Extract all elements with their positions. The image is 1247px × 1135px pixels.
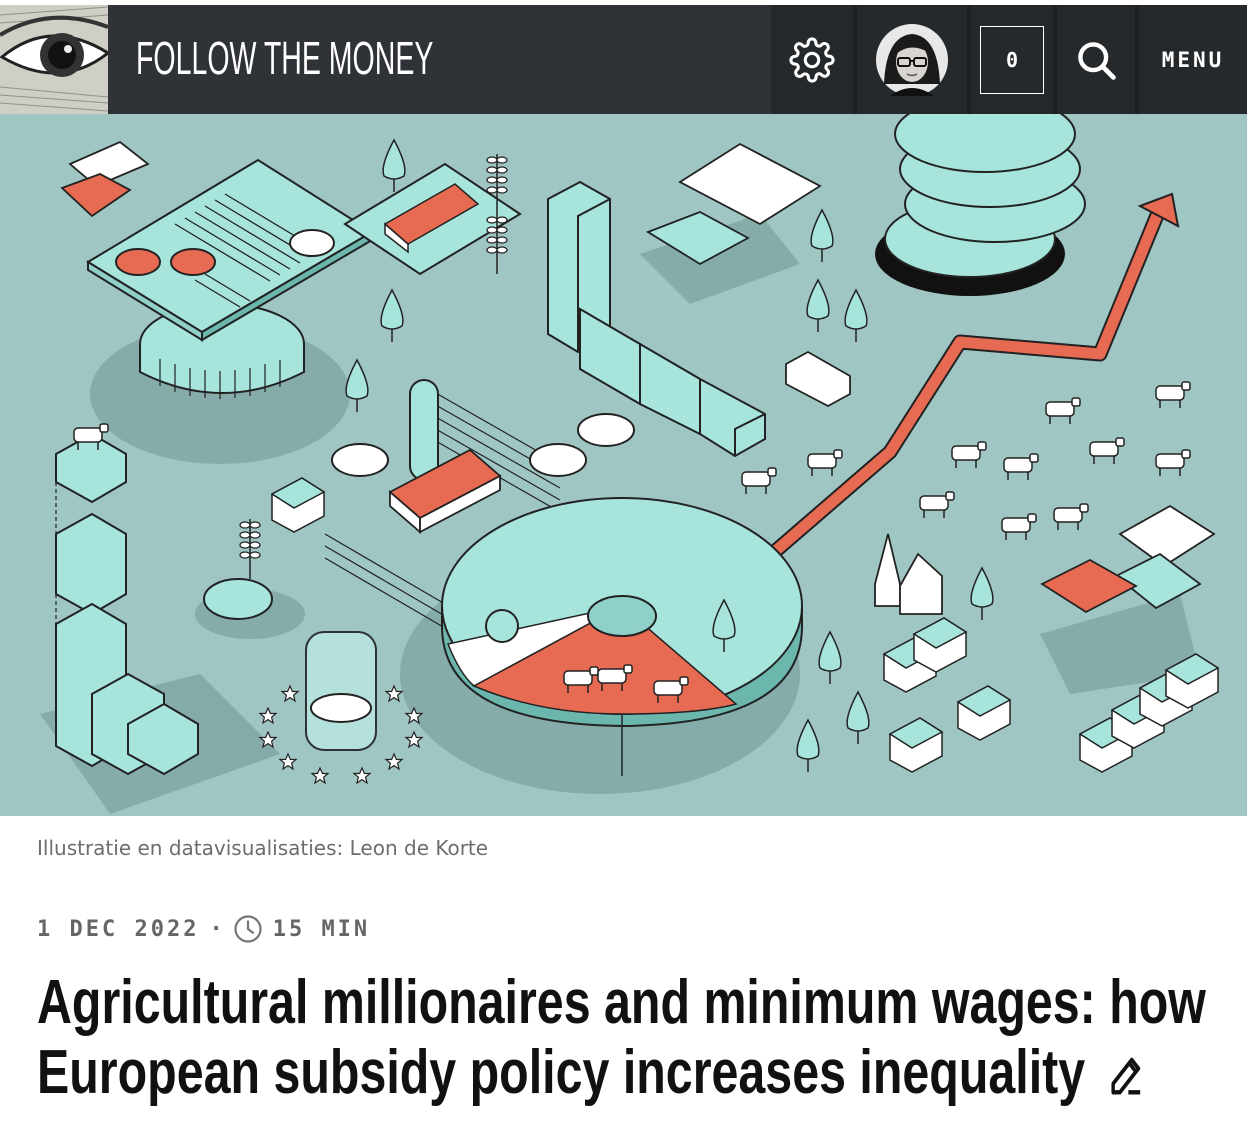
search-icon: [1078, 41, 1116, 80]
meta-separator: ·: [209, 916, 223, 942]
article-title-text: Agricultural millionaires and minimum wa…: [37, 968, 1206, 1107]
menu-button[interactable]: MENU: [1139, 5, 1247, 114]
header-divider: [853, 5, 857, 114]
article-meta: 1 DEC 2022 · 15 MIN: [37, 910, 370, 948]
settings-button[interactable]: [771, 5, 853, 114]
header-divider: [1053, 5, 1057, 114]
edit-icon[interactable]: [1106, 1049, 1147, 1101]
counter-value: 0: [980, 25, 1044, 94]
publish-date: 1 DEC 2022: [37, 916, 200, 942]
read-time: 15 MIN: [272, 916, 371, 942]
header-divider: [1135, 5, 1139, 114]
cube-stack-left: [55, 432, 199, 776]
clock-icon: [234, 915, 262, 943]
article-title: Agricultural millionaires and minimum wa…: [37, 968, 1206, 1108]
eye-logo-icon[interactable]: [0, 5, 108, 114]
image-credit: Illustratie en datavisualisaties: Leon d…: [37, 836, 489, 860]
subsidy-illustration: [40, 114, 1219, 814]
gear-icon: [789, 36, 835, 83]
header-divider: [967, 5, 971, 114]
eu-jar: [259, 631, 423, 784]
document-platform: [60, 140, 374, 399]
field-lines: [324, 383, 561, 629]
coin-stack: [875, 114, 1086, 296]
site-header: FOLLOW THE MONEY 0: [0, 0, 1247, 114]
pie-chart-disc: [441, 497, 803, 776]
search-button[interactable]: [1057, 5, 1135, 114]
site-brand[interactable]: FOLLOW THE MONEY: [136, 32, 434, 84]
avatar: [876, 23, 948, 96]
bar-stairs-center: [547, 180, 766, 458]
bookmark-counter-button[interactable]: 0: [971, 5, 1053, 114]
barn-platform: [343, 162, 522, 276]
account-button[interactable]: [857, 5, 967, 114]
hero-illustration: [0, 114, 1247, 816]
menu-label: MENU: [1161, 47, 1225, 72]
